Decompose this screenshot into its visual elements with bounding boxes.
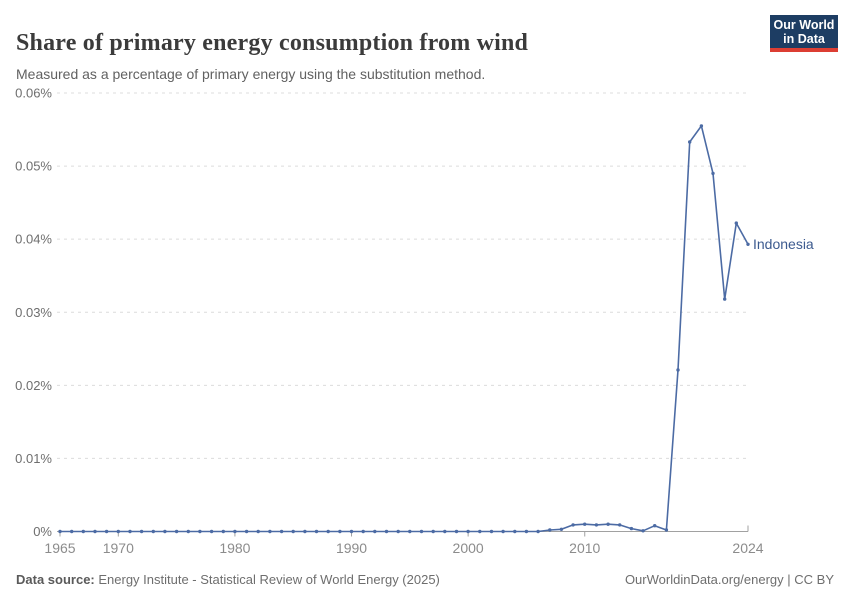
data-point bbox=[209, 529, 214, 534]
data-point bbox=[606, 522, 610, 526]
data-point bbox=[221, 529, 225, 534]
data-point bbox=[361, 529, 365, 534]
data-point bbox=[151, 529, 155, 534]
data-point bbox=[688, 140, 692, 144]
data-source-label: Data source: bbox=[16, 571, 95, 587]
data-point bbox=[198, 529, 202, 534]
data-point bbox=[653, 524, 657, 528]
data-point bbox=[373, 529, 377, 534]
y-tick-label: 0.01% bbox=[15, 451, 52, 466]
data-source: Data source: Energy Institute - Statisti… bbox=[16, 572, 440, 587]
data-point bbox=[104, 529, 109, 534]
owid-logo-line2: in Data bbox=[783, 31, 825, 46]
x-tick-label: 2000 bbox=[453, 540, 484, 556]
data-point bbox=[478, 529, 482, 534]
data-point bbox=[583, 522, 587, 526]
data-point bbox=[244, 529, 249, 534]
data-point bbox=[641, 529, 645, 533]
data-point bbox=[279, 529, 284, 534]
owid-logo[interactable]: Our World in Data bbox=[770, 15, 838, 52]
data-point bbox=[268, 529, 272, 534]
data-point bbox=[466, 529, 470, 534]
x-tick-label: 1965 bbox=[44, 540, 75, 556]
data-point bbox=[58, 529, 62, 534]
x-tick-label: 2024 bbox=[732, 540, 763, 556]
data-point bbox=[536, 529, 540, 534]
data-point bbox=[723, 297, 727, 301]
data-point bbox=[699, 124, 704, 128]
data-point bbox=[408, 529, 412, 534]
data-point bbox=[326, 529, 330, 534]
y-tick-label: 0.04% bbox=[15, 232, 52, 247]
chart-subtitle: Measured as a percentage of primary ener… bbox=[16, 66, 486, 82]
data-point bbox=[711, 171, 715, 176]
x-tick-label: 2010 bbox=[569, 540, 600, 556]
series-label-indonesia[interactable]: Indonesia bbox=[753, 236, 814, 252]
data-point bbox=[128, 529, 132, 534]
data-point bbox=[139, 529, 144, 534]
indonesia-line bbox=[60, 125, 749, 533]
data-point bbox=[384, 529, 389, 534]
data-point bbox=[70, 529, 74, 534]
data-point bbox=[443, 529, 447, 534]
data-source-text: Energy Institute - Statistical Review of… bbox=[94, 571, 440, 587]
y-tick-label: 0% bbox=[33, 524, 52, 539]
data-point bbox=[594, 523, 599, 527]
data-point bbox=[419, 529, 424, 534]
page-title: Share of primary energy consumption from… bbox=[16, 30, 529, 57]
data-point bbox=[116, 529, 121, 534]
data-point bbox=[396, 529, 400, 534]
data-point bbox=[291, 529, 295, 534]
data-point bbox=[559, 527, 564, 531]
y-tick-label: 0.03% bbox=[15, 305, 52, 320]
data-point bbox=[256, 529, 260, 534]
data-point bbox=[454, 529, 459, 534]
data-point bbox=[303, 529, 307, 534]
data-point bbox=[93, 529, 97, 534]
data-point bbox=[349, 529, 354, 534]
data-point bbox=[489, 529, 494, 534]
footer-link[interactable]: OurWorldinData.org/energy | CC BY bbox=[624, 571, 834, 587]
owid-logo-line1: Our World bbox=[773, 17, 835, 32]
data-point bbox=[163, 529, 167, 534]
x-tick-label: 1990 bbox=[336, 540, 367, 556]
y-tick-label: 0.02% bbox=[15, 378, 52, 393]
data-point bbox=[629, 526, 634, 531]
data-point bbox=[314, 529, 319, 534]
y-tick-label: 0.06% bbox=[15, 86, 52, 101]
data-point bbox=[548, 528, 552, 532]
data-point bbox=[513, 529, 517, 534]
data-point bbox=[571, 523, 575, 527]
x-tick-label: 1970 bbox=[103, 540, 134, 556]
data-point bbox=[338, 529, 342, 534]
data-point bbox=[174, 529, 179, 534]
data-point bbox=[501, 529, 505, 534]
data-point bbox=[431, 529, 435, 534]
y-tick-label: 0.05% bbox=[15, 159, 52, 174]
data-point bbox=[524, 529, 529, 534]
data-point bbox=[676, 368, 680, 372]
chart-footer: Data source: Energy Institute - Statisti… bbox=[16, 568, 834, 590]
data-point bbox=[664, 528, 669, 532]
data-point bbox=[734, 221, 738, 225]
data-point bbox=[746, 242, 750, 246]
data-point bbox=[81, 529, 86, 534]
data-point bbox=[186, 529, 190, 534]
data-point bbox=[618, 523, 622, 527]
x-tick-label: 1980 bbox=[219, 540, 250, 556]
data-point bbox=[233, 529, 237, 534]
